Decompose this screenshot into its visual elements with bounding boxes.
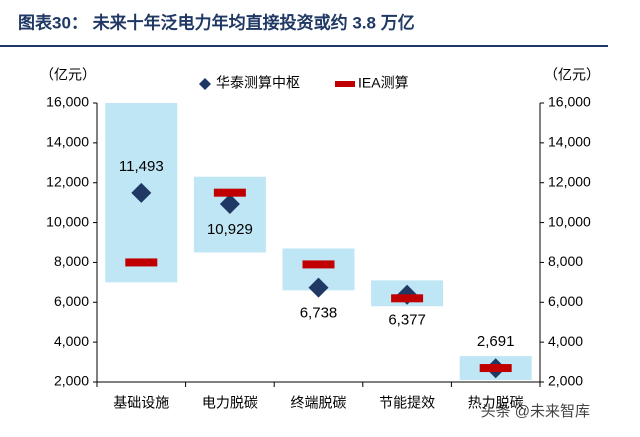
dash-marker xyxy=(302,260,335,269)
value-label: 2,691 xyxy=(477,333,515,350)
y-tick-label: 4,000 xyxy=(54,333,89,349)
y2-tick-label: 16,000 xyxy=(548,94,591,110)
y-tick-label: 10,000 xyxy=(46,213,89,229)
y2-unit: （亿元） xyxy=(544,67,600,83)
y-tick-label: 2,000 xyxy=(54,373,89,389)
range-box xyxy=(193,176,266,253)
x-tick-label: 电力脱碳 xyxy=(202,395,258,411)
diamond-marker xyxy=(219,194,240,215)
y2-tick-label: 10,000 xyxy=(548,213,591,229)
dash-marker xyxy=(213,188,246,197)
legend-marker xyxy=(335,81,355,87)
chart-title: 图表30： 未来十年泛电力年均直接投资或约 3.8 万亿 xyxy=(18,12,415,32)
x-tick-label: 终端脱碳 xyxy=(291,395,347,411)
y-tick-label: 12,000 xyxy=(46,173,89,189)
y2-tick-label: 14,000 xyxy=(548,134,591,150)
y-tick-label: 16,000 xyxy=(46,94,89,110)
value-label: 6,377 xyxy=(388,312,426,329)
legend-marker xyxy=(199,78,211,90)
y2-tick-label: 2,000 xyxy=(548,373,583,389)
y2-tick-label: 4,000 xyxy=(548,333,583,349)
x-tick-label: 基础设施 xyxy=(113,395,169,411)
dash-marker xyxy=(125,258,158,267)
y-tick-label: 14,000 xyxy=(46,134,89,150)
diamond-marker xyxy=(131,182,152,203)
y2-tick-label: 12,000 xyxy=(548,173,591,189)
y2-tick-label: 6,000 xyxy=(548,293,583,309)
diamond-marker xyxy=(308,277,329,298)
x-tick-label: 节能提效 xyxy=(379,395,435,411)
value-label: 10,929 xyxy=(207,221,253,238)
value-label: 11,493 xyxy=(119,158,164,175)
dash-marker xyxy=(391,294,424,303)
value-label: 6,738 xyxy=(300,305,338,322)
x-tick-label: 热力脱碳 xyxy=(468,395,524,411)
y2-tick-label: 8,000 xyxy=(548,253,583,269)
legend-label: 华泰测算中枢 xyxy=(216,75,300,91)
y-unit: （亿元） xyxy=(40,67,96,83)
legend-label: IEA测算 xyxy=(358,75,409,91)
y-tick-label: 8,000 xyxy=(54,253,89,269)
y-tick-label: 6,000 xyxy=(54,293,89,309)
dash-marker xyxy=(479,364,512,373)
watermark: 头条 @未来智库 xyxy=(481,402,590,420)
